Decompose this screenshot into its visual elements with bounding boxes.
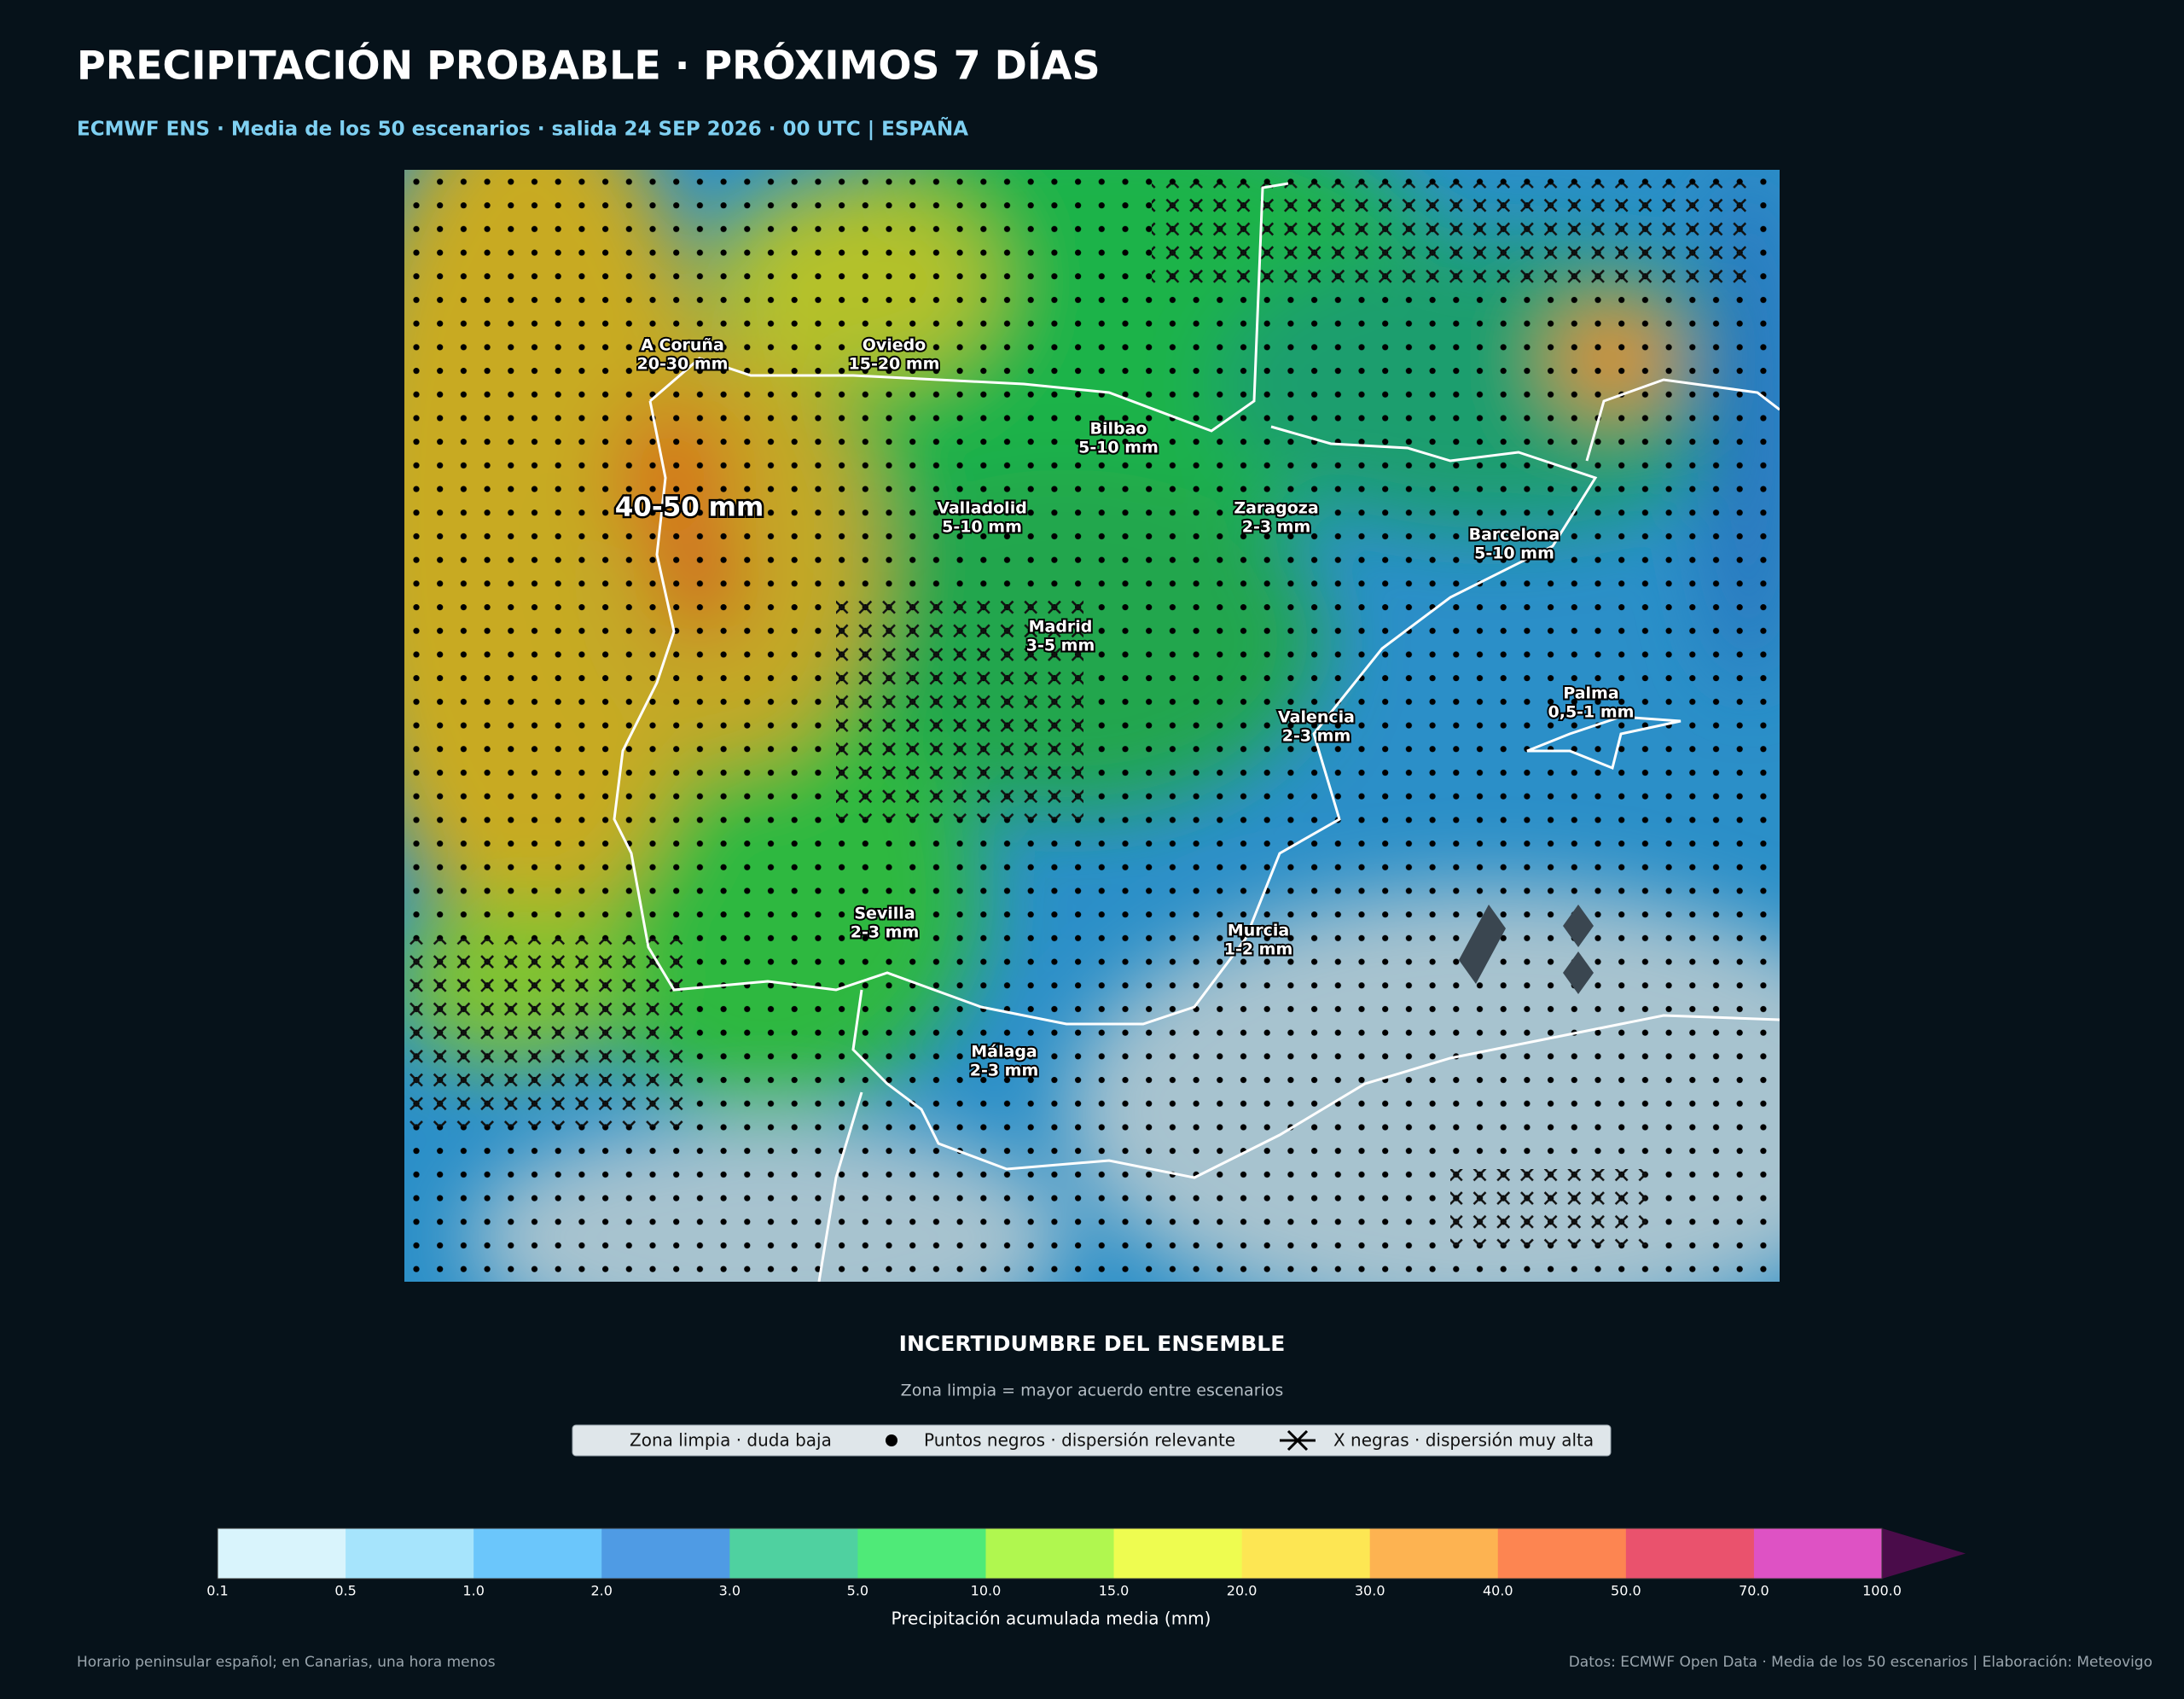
colorbar-bin [729,1528,858,1579]
footer-right: Datos: ECMWF Open Data · Media de los 50… [1569,1654,2152,1671]
subtitle: ECMWF ENS · Media de los 50 escenarios ·… [77,117,968,141]
colorbar-tick: 30.0 [1355,1583,1385,1599]
colorbar-bin [1625,1528,1755,1579]
city-amount: 20-30 mm [637,355,729,374]
city-name: Madrid [1029,618,1093,637]
colorbar-bin [1113,1528,1243,1579]
city-name: Murcia [1228,922,1289,940]
legend-item: X negras · dispersión muy alta [1333,1430,1594,1451]
colorbar-bin [1369,1528,1499,1579]
colorbar-bin [346,1528,474,1579]
city-amount: 0,5-1 mm [1548,703,1635,722]
city-name: Valencia [1278,708,1355,727]
colorbar-tick: 0.5 [334,1583,356,1599]
footer-left: Horario peninsular español; en Canarias,… [77,1654,496,1671]
colorbar-tick: 100.0 [1862,1583,1902,1599]
highlight-label: 40-50 mm [615,492,764,523]
colorbar-tick: 40.0 [1483,1583,1513,1599]
city-amount: 5-10 mm [1078,439,1159,457]
city-name: Palma [1563,684,1618,703]
city-name: Bilbao [1090,420,1147,439]
city-name: Barcelona [1469,526,1560,544]
city-amount: 2-3 mm [1282,727,1351,746]
city-name: A Coruña [641,336,724,355]
colorbar-tick: 3.0 [719,1583,741,1599]
colorbar-bin [985,1528,1115,1579]
city-amount: 5-10 mm [942,518,1022,537]
colorbar-tick: 0.1 [206,1583,228,1599]
colorbar-extend [1882,1528,1966,1579]
legend-subtitle: Zona limpia = mayor acuerdo entre escena… [901,1382,1284,1400]
city-amount: 5-10 mm [1474,544,1554,563]
colorbar-tick: 5.0 [847,1583,868,1599]
colorbar-frame [217,1527,1883,1580]
legend-box [572,1424,1612,1457]
title: PRECIPITACIÓN PROBABLE · PRÓXIMOS 7 DÍAS [77,43,1101,89]
colorbar-tick: 20.0 [1227,1583,1258,1599]
colorbar-bin [601,1528,730,1579]
colorbar-bin [857,1528,986,1579]
city-amount: 15-20 mm [849,355,940,374]
legend-dot [886,1434,897,1446]
city-name: Málaga [971,1043,1037,1062]
colorbar-bin [218,1528,346,1579]
city-amount: 2-3 mm [970,1062,1039,1080]
colorbar-tick: 2.0 [591,1583,613,1599]
city-name: Sevilla [854,905,915,923]
colorbar-bin [1753,1528,1883,1579]
legend-title: INCERTIDUMBRE DEL ENSEMBLE [899,1331,1286,1356]
legend-item: Puntos negros · dispersión relevante [924,1430,1235,1451]
city-amount: 2-3 mm [851,923,920,942]
colorbar-label: Precipitación acumulada media (mm) [892,1609,1211,1629]
colorbar-tick: 50.0 [1611,1583,1641,1599]
colorbar-bin [473,1528,602,1579]
city-amount: 3-5 mm [1026,637,1095,655]
city-amount: 1-2 mm [1224,940,1293,959]
colorbar-tick: 15.0 [1099,1583,1130,1599]
colorbar-tick: 10.0 [971,1583,1002,1599]
legend-item: Zona limpia · duda baja [630,1430,832,1451]
city-name: Zaragoza [1234,499,1318,518]
colorbar-tick: 70.0 [1739,1583,1769,1599]
city-amount: 2-3 mm [1242,518,1311,537]
colorbar-bin [1497,1528,1627,1579]
city-name: Valladolid [937,499,1027,518]
legend-x [1280,1429,1316,1452]
colorbar-tick: 1.0 [462,1583,484,1599]
city-name: Oviedo [863,336,926,355]
colorbar-bin [1241,1528,1371,1579]
